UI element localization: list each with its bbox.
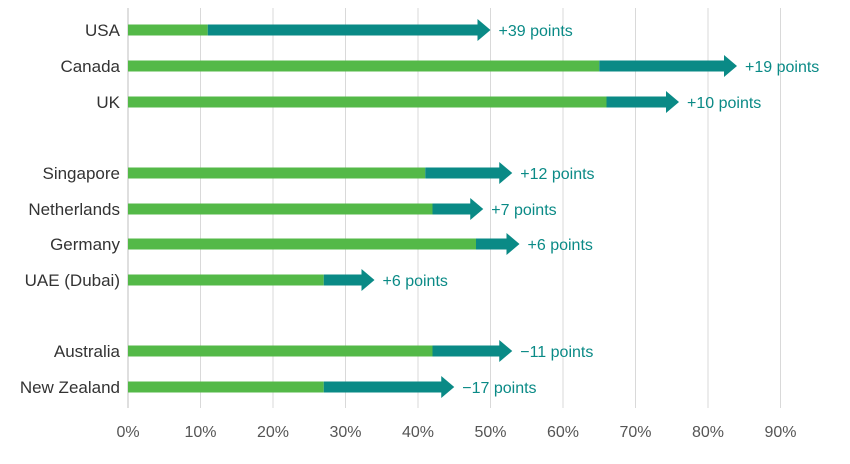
base-bar [128, 167, 426, 179]
x-tick-label: 70% [619, 424, 651, 441]
increase-arrow [599, 55, 737, 77]
base-bar [128, 345, 433, 357]
base-bar [128, 96, 607, 108]
x-tick-label: 20% [257, 424, 289, 441]
category-label: UK [96, 93, 120, 112]
change-label: +12 points [520, 166, 594, 183]
increase-arrow [432, 340, 513, 362]
base-bar [128, 60, 600, 72]
change-label: +7 points [491, 202, 556, 219]
x-tick-label: 90% [764, 424, 796, 441]
category-label: Australia [54, 342, 121, 361]
base-bar [128, 274, 324, 286]
category-label: UAE (Dubai) [25, 271, 120, 290]
gridlines [127, 8, 781, 408]
change-label: −11 points [520, 344, 593, 361]
base-bar [128, 203, 433, 215]
labels: 0% 10% 20% 30% 40% 50% 60% 70% 80% 90% USA +39 poin… [20, 21, 819, 441]
x-tick-label: 50% [474, 424, 506, 441]
change-label: +39 points [499, 23, 573, 40]
category-label: Germany [50, 235, 120, 254]
change-label: +10 points [687, 95, 761, 112]
increase-arrow [606, 91, 679, 113]
change-label: −17 points [462, 380, 536, 397]
increase-arrow [207, 19, 491, 41]
increase-arrow [476, 233, 520, 255]
category-label: USA [85, 21, 121, 40]
increase-arrow [425, 162, 513, 184]
base-bar [128, 238, 476, 250]
base-bar [128, 24, 208, 36]
category-label: New Zealand [20, 378, 120, 397]
category-label: Netherlands [28, 200, 120, 219]
x-tick-label: 0% [116, 424, 139, 441]
x-tick-label: 30% [329, 424, 361, 441]
category-label: Canada [60, 57, 120, 76]
increase-arrow [323, 269, 375, 291]
category-label: Singapore [42, 164, 120, 183]
change-label: +19 points [745, 59, 819, 76]
x-tick-label: 60% [547, 424, 579, 441]
change-label: +6 points [528, 237, 593, 254]
change-label: +6 points [383, 273, 448, 290]
x-tick-label: 40% [402, 424, 434, 441]
x-tick-label: 10% [184, 424, 216, 441]
bars [128, 19, 737, 398]
base-bar [128, 381, 324, 393]
increase-arrow [432, 198, 484, 220]
increase-arrow [323, 376, 455, 398]
x-tick-label: 80% [692, 424, 724, 441]
